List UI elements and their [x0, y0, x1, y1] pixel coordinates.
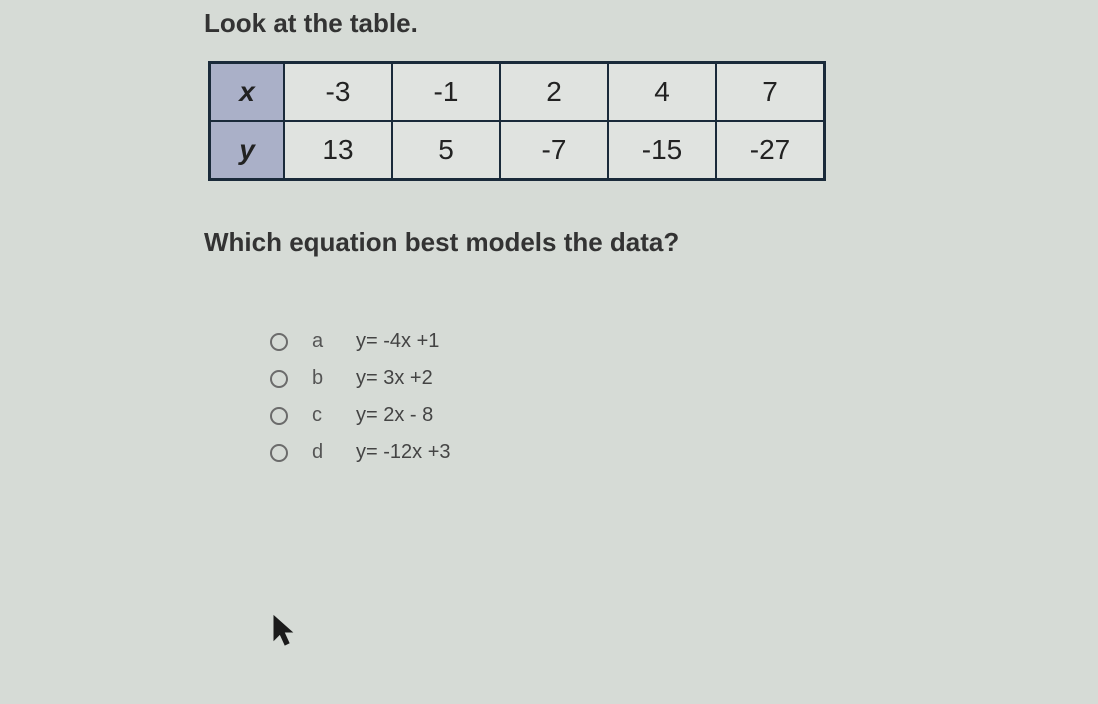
option-letter: a: [312, 330, 332, 353]
table-cell: -7: [500, 121, 608, 180]
radio-icon[interactable]: [270, 407, 288, 425]
question-text: Which equation best models the data?: [204, 227, 1098, 258]
table-cell: -3: [284, 63, 392, 122]
row-header-y: y: [210, 121, 285, 180]
prompt-text: Look at the table.: [204, 8, 1098, 39]
table-row: y 13 5 -7 -15 -27: [210, 121, 825, 180]
table-cell: 5: [392, 121, 500, 180]
option-a[interactable]: a y= -4x +1: [270, 330, 1098, 353]
table-cell: -1: [392, 63, 500, 122]
table-cell: -27: [716, 121, 825, 180]
option-letter: b: [312, 367, 332, 390]
table-cell: -15: [608, 121, 716, 180]
option-c[interactable]: c y= 2x - 8: [270, 404, 1098, 427]
data-table: x -3 -1 2 4 7 y 13 5 -7 -15 -27: [208, 61, 826, 181]
radio-icon[interactable]: [270, 333, 288, 351]
table-cell: 7: [716, 63, 825, 122]
option-b[interactable]: b y= 3x +2: [270, 367, 1098, 390]
option-letter: d: [312, 441, 332, 464]
table-cell: 4: [608, 63, 716, 122]
options-group: a y= -4x +1 b y= 3x +2 c y= 2x - 8 d y= …: [270, 330, 1098, 464]
radio-icon[interactable]: [270, 444, 288, 462]
option-equation: y= 3x +2: [356, 367, 433, 390]
option-equation: y= -4x +1: [356, 330, 439, 353]
cursor-icon: [272, 614, 298, 648]
row-header-x: x: [210, 63, 285, 122]
quiz-page: Look at the table. x -3 -1 2 4 7 y 13 5 …: [0, 0, 1098, 464]
option-equation: y= -12x +3: [356, 441, 451, 464]
option-letter: c: [312, 404, 332, 427]
table-cell: 2: [500, 63, 608, 122]
radio-icon[interactable]: [270, 370, 288, 388]
table-row: x -3 -1 2 4 7: [210, 63, 825, 122]
option-d[interactable]: d y= -12x +3: [270, 441, 1098, 464]
table-cell: 13: [284, 121, 392, 180]
option-equation: y= 2x - 8: [356, 404, 433, 427]
